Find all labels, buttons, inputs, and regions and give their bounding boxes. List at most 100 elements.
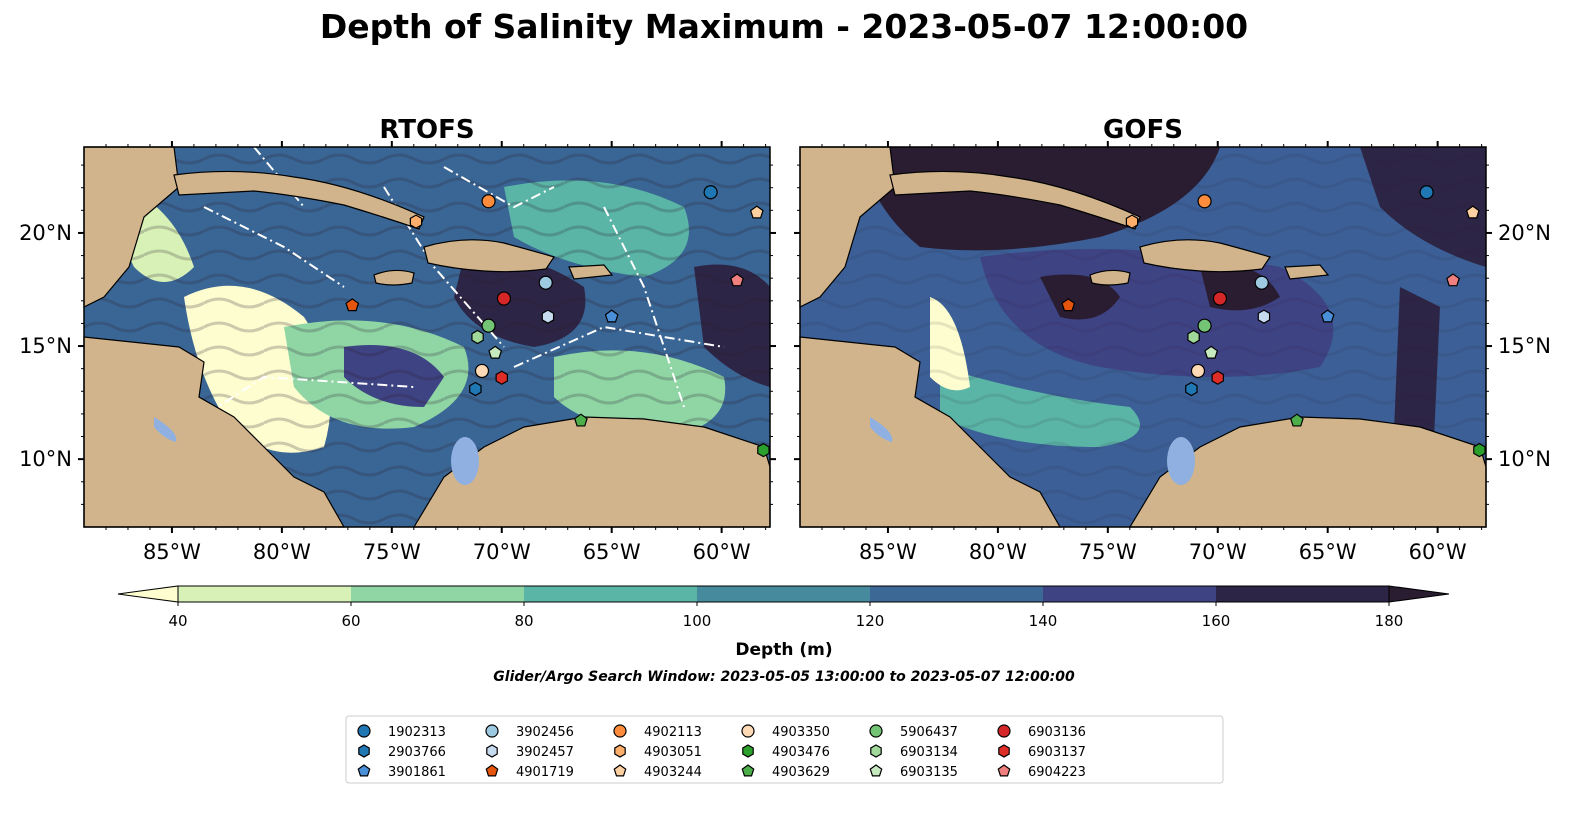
lat-tick-label: 20°N bbox=[19, 221, 72, 245]
float-marker-3902457 bbox=[1257, 309, 1271, 324]
colorbar-segment bbox=[697, 586, 870, 602]
search-window-text: Glider/Argo Search Window: 2023-05-05 13… bbox=[493, 669, 1075, 685]
rtofs-lon-axis: 85°W 80°W 75°W 70°W 65°W 60°W bbox=[105, 141, 767, 564]
rtofs-panel: RTOFS 85°W 80°W 75°W 70°W 65°W 60°W 10°N 15°N 2… bbox=[19, 115, 776, 564]
float-marker-4903629 bbox=[1290, 413, 1304, 427]
legend-marker-4901719 bbox=[485, 764, 499, 777]
float-marker-4902113 bbox=[1197, 194, 1212, 209]
float-marker-4903350 bbox=[1190, 363, 1206, 379]
legend-marker-6903136 bbox=[997, 724, 1011, 738]
float-marker-4903629 bbox=[574, 413, 588, 427]
legend-marker-4903350 bbox=[741, 724, 755, 738]
legend-entry: 1902313 bbox=[357, 724, 446, 740]
float-marker-5906437 bbox=[481, 318, 496, 333]
lat-tick-label: 20°N bbox=[1498, 221, 1551, 245]
legend-entry: 4903051 bbox=[614, 744, 702, 760]
float-marker-3902456 bbox=[538, 275, 553, 290]
legend-label: 6903135 bbox=[900, 765, 958, 780]
legend-entry: 4901719 bbox=[485, 764, 574, 780]
gofs-frame bbox=[799, 146, 1487, 528]
colorbar-tick-label: 180 bbox=[1375, 612, 1404, 630]
colorbar-over-arrow bbox=[1388, 585, 1450, 603]
legend-marker-6904223 bbox=[997, 764, 1011, 777]
rtofs-lat-axis: 10°N 15°N 20°N bbox=[19, 164, 776, 505]
colorbar-tick-label: 100 bbox=[683, 612, 712, 630]
lon-tick-label: 75°W bbox=[1079, 540, 1137, 564]
float-marker-4902113 bbox=[481, 194, 496, 209]
float-marker-6904223 bbox=[1446, 273, 1460, 287]
lon-tick-label: 80°W bbox=[969, 540, 1027, 564]
float-legend: 1902313 2903766 3901861 3902456 3902457 49017… bbox=[345, 715, 1224, 784]
legend-label: 3902457 bbox=[516, 745, 574, 760]
float-marker-4903051 bbox=[409, 214, 423, 229]
legend-entry: 6903136 bbox=[997, 724, 1086, 740]
legend-label: 1902313 bbox=[388, 725, 446, 740]
float-marker-6903136 bbox=[1212, 291, 1228, 306]
float-marker-1902313 bbox=[1419, 185, 1434, 200]
lon-tick-label: 70°W bbox=[1189, 540, 1247, 564]
legend-entry: 4903629 bbox=[741, 764, 830, 780]
float-marker-2903766 bbox=[1185, 381, 1198, 397]
legend-label: 6903136 bbox=[1028, 725, 1086, 740]
float-marker-2903766 bbox=[469, 381, 482, 397]
colorbar-segment bbox=[1043, 586, 1216, 602]
gofs-lat-axis: 10°N 15°N 20°N bbox=[794, 164, 1551, 505]
rtofs-lake-maracaibo bbox=[451, 437, 479, 485]
rtofs-float-markers bbox=[345, 185, 770, 458]
lon-tick-label: 70°W bbox=[473, 540, 531, 564]
float-marker-3902457 bbox=[541, 309, 555, 324]
legend-entry: 6903137 bbox=[998, 744, 1086, 760]
float-marker-6903137 bbox=[1211, 370, 1224, 385]
colorbar-segment bbox=[1216, 586, 1389, 602]
lon-tick-label: 85°W bbox=[859, 540, 917, 564]
lon-tick-label: 85°W bbox=[143, 540, 201, 564]
legend-entry: 4903476 bbox=[742, 744, 830, 760]
legend-label: 6903134 bbox=[900, 745, 958, 760]
rtofs-panel-title: RTOFS bbox=[379, 115, 474, 145]
legend-entry: 3901861 bbox=[357, 764, 446, 780]
lon-tick-label: 60°W bbox=[1409, 540, 1467, 564]
legend-entry: 2903766 bbox=[358, 744, 446, 760]
legend-label: 2903766 bbox=[388, 745, 446, 760]
legend-label: 4901719 bbox=[516, 765, 574, 780]
legend-label: 4903629 bbox=[772, 765, 830, 780]
float-marker-4903244 bbox=[1465, 205, 1480, 219]
gofs-lon-axis: 85°W 80°W 75°W 70°W 65°W 60°W bbox=[821, 141, 1483, 564]
legend-label: 3901861 bbox=[388, 765, 446, 780]
legend-marker-5906437 bbox=[869, 724, 883, 738]
float-marker-3902456 bbox=[1254, 275, 1269, 290]
lon-tick-label: 75°W bbox=[363, 540, 421, 564]
float-marker-6903135 bbox=[488, 345, 503, 359]
legend-label: 5906437 bbox=[900, 725, 958, 740]
legend-marker-4903051 bbox=[614, 744, 626, 758]
lon-tick-label: 65°W bbox=[1299, 540, 1357, 564]
colorbar-tick-label: 40 bbox=[168, 612, 187, 630]
float-marker-3901861 bbox=[604, 309, 619, 323]
legend-entry: 5906437 bbox=[869, 724, 958, 740]
float-marker-6903136 bbox=[496, 291, 512, 306]
lat-tick-label: 10°N bbox=[1498, 447, 1551, 471]
colorbar-under-arrow bbox=[117, 585, 179, 603]
legend-marker-4903629 bbox=[741, 764, 755, 777]
legend-marker-1902313 bbox=[357, 724, 371, 738]
float-marker-5906437 bbox=[1197, 318, 1212, 333]
float-marker-6903135 bbox=[1204, 345, 1219, 359]
legend-label: 4902113 bbox=[644, 725, 702, 740]
colorbar: 40 60 80 100 120 140 160 180 bbox=[117, 585, 1450, 630]
legend-label: 4903476 bbox=[772, 745, 830, 760]
float-marker-6903134 bbox=[471, 329, 484, 345]
float-marker-4903476 bbox=[757, 442, 770, 458]
legend-marker-2903766 bbox=[358, 744, 370, 758]
legend-entry: 3902457 bbox=[486, 744, 574, 760]
legend-entry: 4903350 bbox=[741, 724, 830, 740]
colorbar-segment bbox=[178, 586, 351, 602]
lon-tick-label: 60°W bbox=[693, 540, 751, 564]
lat-tick-label: 10°N bbox=[19, 447, 72, 471]
gofs-lake-maracaibo bbox=[1167, 437, 1195, 485]
legend-label: 4903350 bbox=[772, 725, 830, 740]
legend-marker-6903137 bbox=[998, 744, 1010, 758]
colorbar-segment bbox=[351, 586, 524, 602]
float-marker-6903137 bbox=[495, 370, 508, 385]
float-marker-1902313 bbox=[703, 185, 718, 200]
